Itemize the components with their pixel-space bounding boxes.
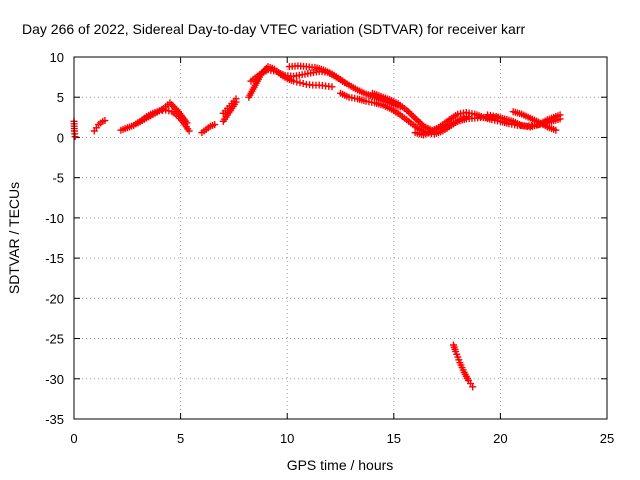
data-point	[406, 109, 414, 117]
data-point	[165, 107, 173, 115]
y-tick-label: -35	[45, 412, 64, 427]
y-axis-title: SDTVAR / TECUs	[6, 182, 22, 294]
plot-frame	[73, 56, 608, 420]
y-tick-label: -30	[45, 372, 64, 387]
chart-title: Day 266 of 2022, Sidereal Day-to-day VTE…	[22, 21, 525, 37]
data-point	[296, 79, 304, 87]
data-point	[299, 80, 307, 88]
x-tick-label: 5	[177, 431, 184, 446]
data-point	[232, 95, 240, 103]
y-tick-label: -15	[45, 251, 64, 266]
data-point	[211, 121, 219, 129]
x-tick-label: 0	[70, 431, 77, 446]
data-point	[552, 126, 560, 134]
data-point	[411, 114, 419, 122]
data-point	[556, 111, 564, 119]
y-tick-labels: 10 5 0 -5 -10 -15 -20 -25 -30 -35	[45, 50, 64, 427]
series-arc-p	[449, 341, 477, 391]
x-tick-labels: 0 5 10 15 20 25	[70, 431, 614, 446]
data-point	[469, 383, 477, 391]
series-arc-b	[90, 117, 109, 135]
data-point	[415, 117, 423, 125]
x-axis-title: GPS time / hours	[287, 457, 394, 473]
data-point	[293, 78, 301, 86]
x-tick-label: 20	[493, 431, 507, 446]
series-arc-d	[134, 99, 191, 127]
data-point	[408, 111, 416, 119]
data-point	[185, 127, 193, 135]
data-point	[328, 83, 336, 91]
series-arc-g	[219, 95, 240, 117]
data-point	[101, 117, 109, 125]
data-point	[409, 113, 417, 121]
y-tick-label: -10	[45, 211, 64, 226]
y-tick-label: 10	[50, 50, 64, 65]
data-points	[70, 62, 564, 391]
y-tick-label: -5	[52, 171, 64, 186]
series-arc-k	[337, 89, 472, 138]
y-tick-label: 5	[57, 90, 64, 105]
data-point	[71, 133, 79, 141]
x-tick-label: 25	[600, 431, 614, 446]
y-tick-label: 0	[57, 130, 64, 145]
data-point	[183, 119, 191, 127]
y-tick-label: -25	[45, 332, 64, 347]
x-tick-label: 15	[387, 431, 401, 446]
y-tick-label: -20	[45, 291, 64, 306]
data-point	[413, 116, 421, 124]
series-arc-a	[70, 117, 79, 141]
series-arc-o	[509, 108, 560, 134]
data-point	[404, 108, 412, 116]
x-tick-label: 10	[280, 431, 294, 446]
series-arc-e	[198, 121, 219, 137]
